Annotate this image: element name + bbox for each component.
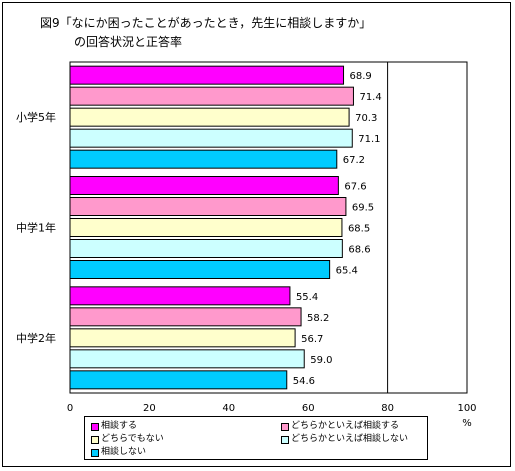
legend-swatch-2 (91, 435, 99, 444)
value-label-1-4: 65.4 (336, 266, 358, 277)
bar-2-1 (69, 307, 302, 327)
legend-label-3: どちらかといえば相談しない (291, 434, 409, 444)
value-label-1-0: 67.6 (344, 182, 366, 193)
legend-swatch-3 (281, 435, 289, 444)
value-label-0-2: 70.3 (355, 113, 377, 124)
legend-label-2: どちらでもない (101, 434, 164, 444)
category-label-1: 中学1年 (16, 221, 56, 235)
value-label-0-0: 68.9 (350, 71, 372, 82)
value-label-1-3: 68.6 (348, 245, 370, 256)
legend-item-2: どちらでもない (91, 434, 164, 445)
bar-0-4 (69, 149, 338, 169)
bar-0-1 (69, 86, 354, 106)
x-tick-label-5: 100 (457, 403, 476, 414)
value-label-1-1: 69.5 (352, 203, 374, 214)
bar-0-3 (69, 128, 353, 148)
value-label-2-3: 59.0 (310, 355, 332, 366)
bar-1-2 (69, 218, 343, 237)
value-label-0-4: 67.2 (343, 155, 365, 166)
bar-2-2 (69, 328, 296, 348)
legend-swatch-1 (281, 422, 289, 431)
bar-1-1 (69, 197, 347, 216)
legend: 相談する どちらかといえば相談する どちらでもない どちらかといえば相談しない … (84, 416, 428, 460)
x-tick-label-3: 60 (302, 403, 315, 414)
x-tick-label-2: 40 (222, 403, 235, 414)
x-tick-label-1: 20 (143, 403, 156, 414)
legend-label-0: 相談する (101, 421, 138, 431)
legend-item-3: どちらかといえば相談しない (281, 434, 408, 445)
legend-label-4: 相談しない (101, 447, 147, 457)
bar-0-0 (69, 65, 345, 85)
bar-1-0 (69, 176, 339, 195)
category-label-2: 中学2年 (16, 331, 56, 345)
bar-2-0 (69, 286, 291, 306)
chart-title-line-1: 図9「なにか困ったことがあったとき，先生に相談しますか」 (40, 16, 372, 30)
bar-1-4 (69, 260, 331, 279)
chart-title: 図9「なにか困ったことがあったとき，先生に相談しますか」 の回答状況と正答率 (40, 14, 371, 52)
x-tick-label-4: 80 (381, 403, 394, 414)
legend-label-1: どちらかといえば相談する (291, 421, 400, 431)
value-label-2-0: 55.4 (296, 292, 318, 303)
value-label-0-1: 71.4 (359, 92, 381, 103)
value-label-2-2: 56.7 (301, 334, 323, 345)
x-unit-label: % (462, 418, 472, 429)
value-label-0-3: 71.1 (358, 134, 380, 145)
value-label-1-2: 68.5 (348, 224, 370, 235)
x-tick-label-0: 0 (67, 403, 73, 414)
legend-swatch-4 (91, 448, 99, 457)
legend-item-0: 相談する (91, 421, 137, 432)
bar-2-4 (69, 370, 288, 390)
value-label-2-1: 58.2 (307, 313, 329, 324)
bar-2-3 (69, 349, 305, 369)
legend-item-1: どちらかといえば相談する (281, 421, 399, 432)
category-label-0: 小学5年 (16, 110, 56, 124)
chart-title-line-2: の回答状況と正答率 (74, 35, 183, 49)
bar-1-3 (69, 239, 343, 258)
value-label-2-4: 54.6 (293, 376, 315, 387)
legend-item-4: 相談しない (91, 447, 146, 458)
bar-0-2 (69, 107, 350, 127)
legend-swatch-0 (91, 422, 99, 431)
